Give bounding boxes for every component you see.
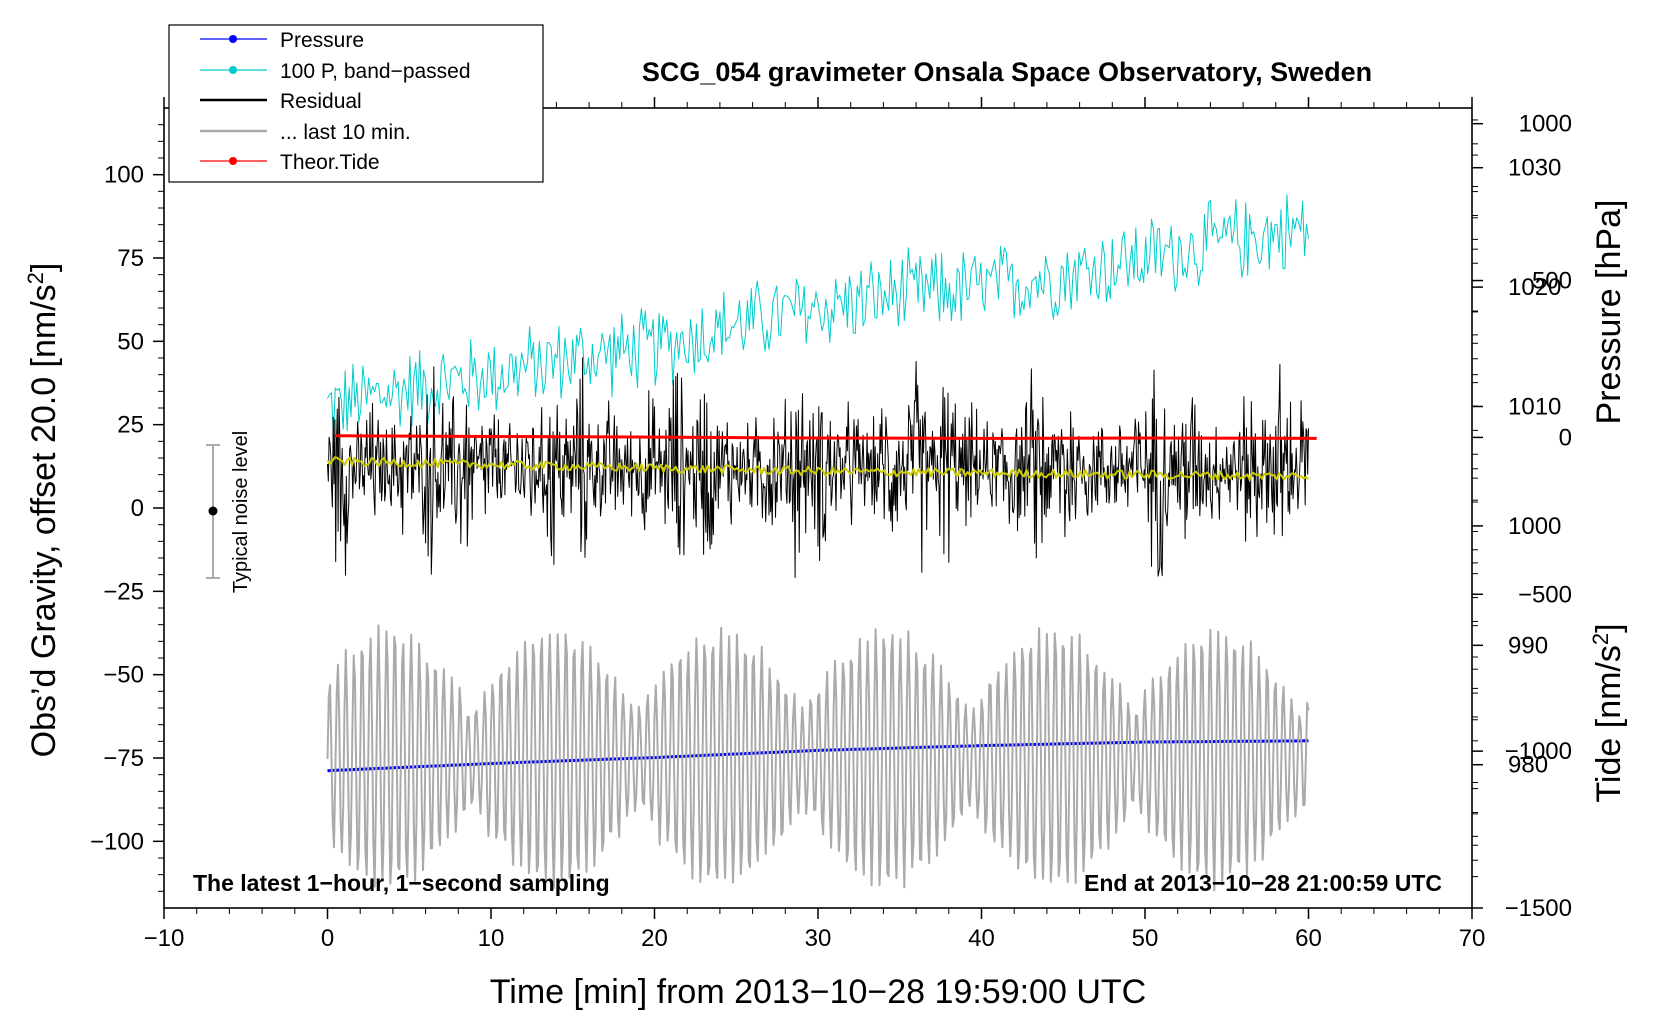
pressure-tick-label: 990 (1508, 632, 1548, 659)
x-tick-label: −10 (144, 925, 185, 952)
tide-tick-label: 1000 (1519, 111, 1572, 138)
x-tick-label: 10 (478, 925, 505, 952)
x-tick-label: 0 (321, 925, 334, 952)
tide-tick-label: −1500 (1505, 895, 1572, 922)
legend-item-residual: Residual (200, 90, 362, 113)
theoretical-tide-line (335, 434, 1317, 440)
annotation-end-time: End at 2013−10−28 21:00:59 UTC (1084, 870, 1442, 896)
y-tick-label: 100 (104, 162, 144, 189)
legend-label-residual: Residual (280, 90, 362, 113)
legend-marker-theor-tide (229, 157, 237, 165)
y-tick-label: 50 (117, 328, 144, 355)
residual-line (327, 357, 1309, 578)
data-layer (326, 194, 1317, 892)
tide-tick-label: −500 (1518, 581, 1572, 608)
band-passed-pressure-line (327, 194, 1309, 437)
legend-label-pressure: Pressure (280, 29, 364, 52)
pressure-tick-label: 980 (1508, 752, 1548, 779)
noise-level-label: Typical noise level (230, 431, 252, 593)
x-axis-title: Time [min] from 2013−10−28 19:59:00 UTC (490, 973, 1146, 1011)
legend-item-pressure: Pressure (200, 29, 364, 52)
x-tick-label: 70 (1459, 925, 1486, 952)
noise-center-dot (208, 506, 218, 516)
legend-box (168, 24, 544, 183)
tide-tick-label: −1000 (1505, 738, 1572, 765)
x-tick-label: 40 (968, 925, 995, 952)
pressure-tick-label: 1030 (1508, 155, 1561, 182)
x-tick-label: 20 (641, 925, 668, 952)
y-tick-label: 0 (131, 495, 144, 522)
ticks-layer: −10 0 10 20 30 40 50 60 701007550250−25−50−75−10… (90, 97, 1572, 952)
x-tick-label: 60 (1295, 925, 1322, 952)
legend-item-theor-tide: Theor.Tide (200, 151, 380, 174)
y-tick-label: −75 (103, 745, 144, 772)
legend-item-last-10-min: ... last 10 min. (200, 121, 411, 144)
legend: Pressure 100 P, band−passed Residual ...… (168, 24, 544, 183)
last-10-min-line (326, 624, 1310, 892)
chart-title: SCG_054 gravimeter Onsala Space Observat… (642, 57, 1372, 87)
annotation-sampling: The latest 1−hour, 1−second sampling (193, 870, 610, 896)
legend-marker-pressure (229, 35, 237, 43)
legend-label-theor-tide: Theor.Tide (280, 151, 380, 174)
pressure-tick-label: 1010 (1508, 394, 1561, 421)
y-tick-label: 75 (117, 245, 144, 272)
y-tick-label: −25 (103, 578, 144, 605)
y-tick-label: −50 (103, 662, 144, 689)
y-axis-title-tide: Tide [nm/s2] (1588, 623, 1628, 802)
legend-label-band-passed: 100 P, band−passed (280, 60, 471, 83)
y-tick-label: 25 (117, 412, 144, 439)
tide-tick-label: 500 (1532, 268, 1572, 295)
noise-level-indicator: Typical noise level (206, 431, 252, 593)
y-axis-title-left: Obs’d Gravity, offset 20.0 [nm/s2] (23, 263, 63, 758)
y-tick-label: −100 (90, 828, 144, 855)
pressure-tick-label: 1000 (1508, 513, 1561, 540)
smoothed-residual-line (326, 456, 1310, 481)
legend-label-last-10-min: ... last 10 min. (280, 121, 411, 144)
tide-tick-label: 0 (1559, 424, 1572, 451)
legend-marker-band-passed (229, 66, 237, 74)
pressure-tick-label: 1020 (1508, 274, 1561, 301)
x-tick-label: 30 (805, 925, 832, 952)
x-tick-label: 50 (1132, 925, 1159, 952)
y-axis-title-pressure: Pressure [hPa] (1590, 200, 1628, 425)
legend-item-band-passed: 100 P, band−passed (200, 60, 471, 83)
